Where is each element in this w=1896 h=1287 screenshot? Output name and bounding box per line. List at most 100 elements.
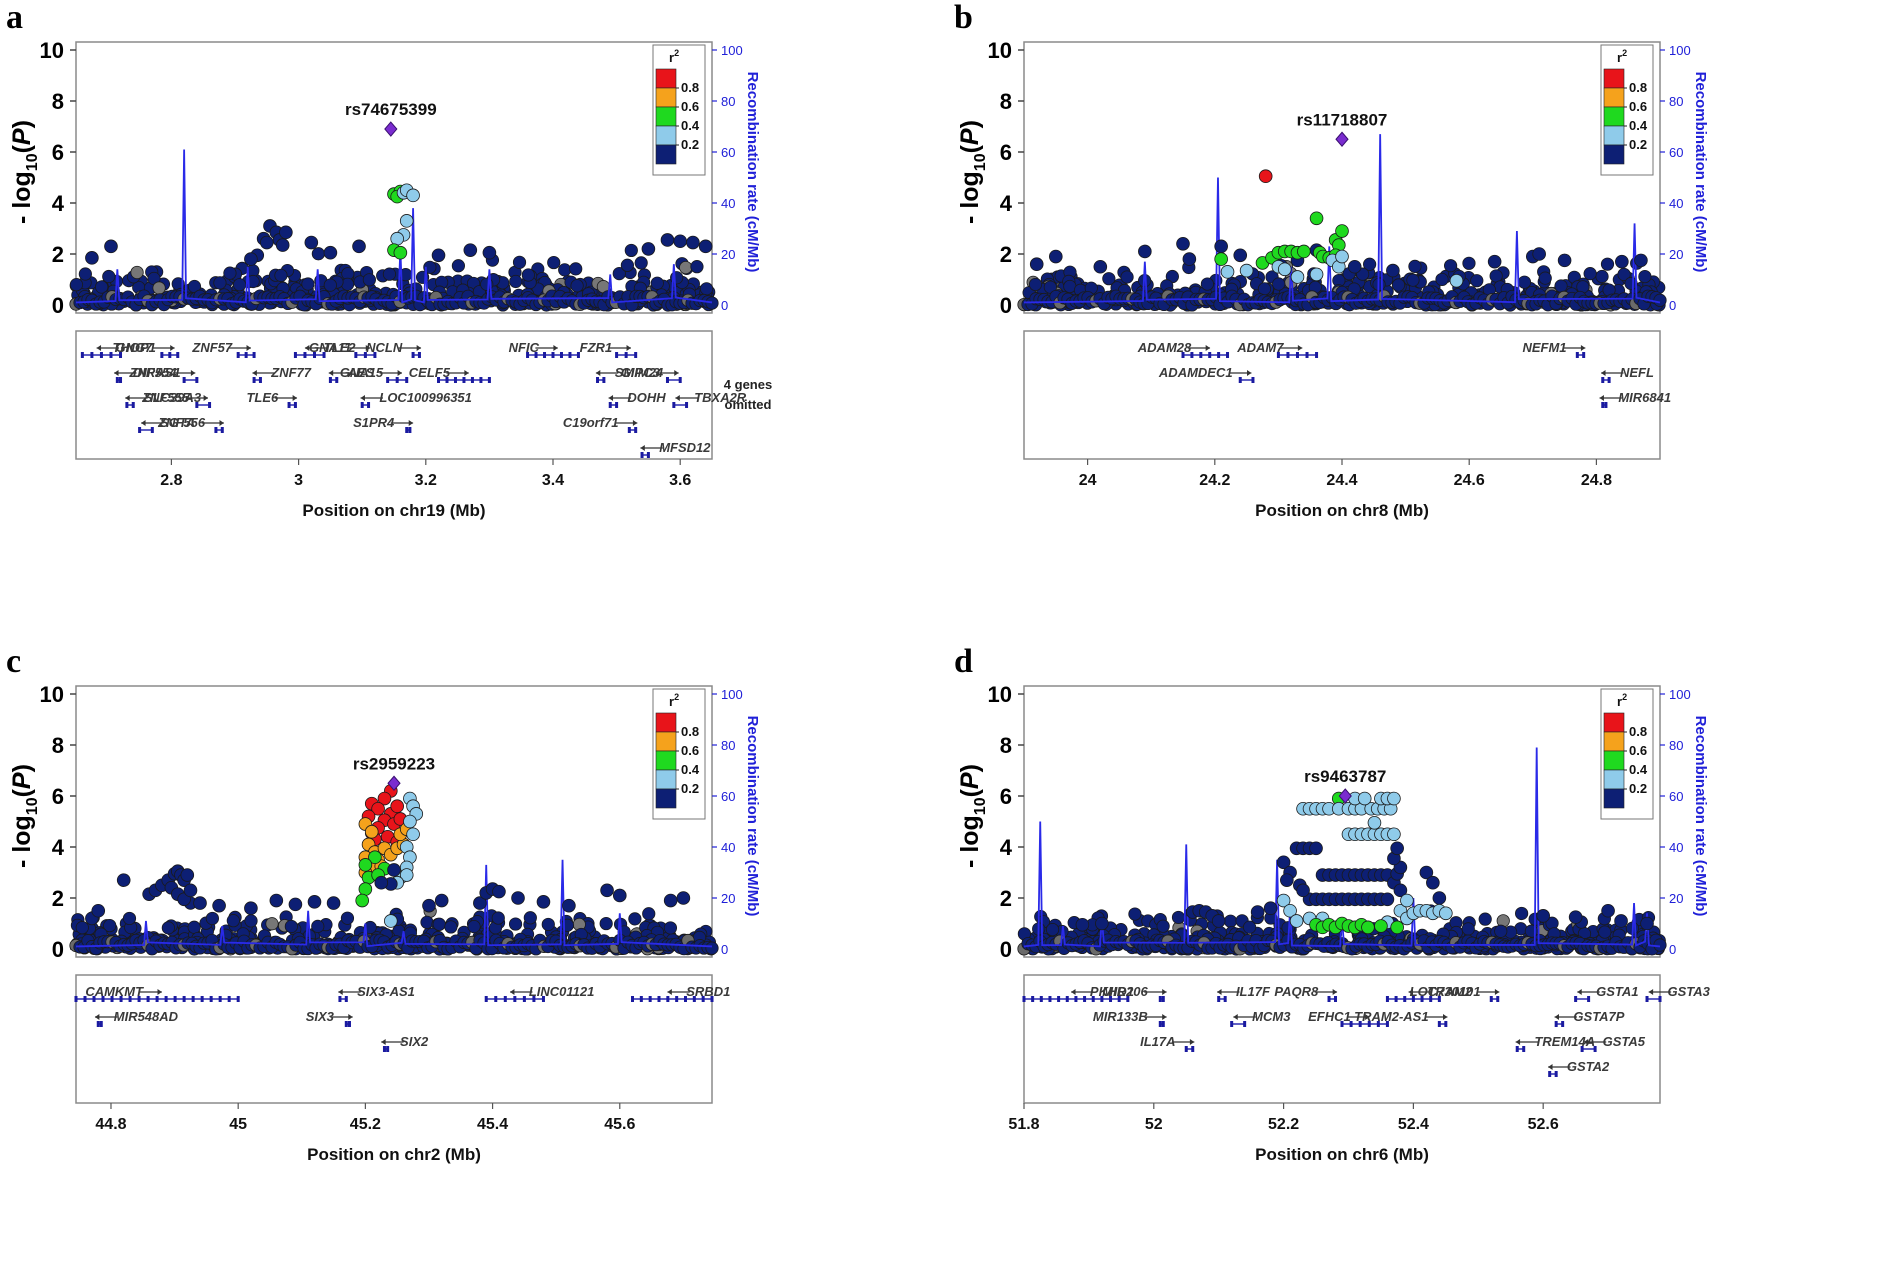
gene-label: SMIM24: [615, 365, 664, 380]
snp-point: [1028, 277, 1043, 292]
gene-adam7: ADAM7: [1236, 340, 1319, 358]
gene-exon: [96, 1021, 100, 1027]
gene-label: GNA11: [309, 340, 351, 355]
snp-point: [244, 901, 258, 916]
gene-six3-as1: SIX3-AS1: [338, 984, 415, 1002]
y2-tick-label: 40: [721, 196, 735, 211]
x-tick-label: 24.8: [1581, 472, 1612, 489]
snp-point: [130, 265, 144, 280]
x-tick-label: 52.4: [1398, 1116, 1429, 1133]
snp-point: [1406, 273, 1420, 287]
snp-point: [85, 251, 99, 265]
snp-point: [676, 891, 691, 905]
gene-mir133b: MIR133B: [1093, 1009, 1167, 1027]
gene-label: ADAM28: [1137, 340, 1192, 355]
snp-point: [600, 883, 614, 898]
gene-exon: [1161, 996, 1165, 1002]
y-axis-label-part: ): [956, 120, 984, 128]
gene-label: CELF5: [409, 365, 451, 380]
gene-mir6841: MIR6841: [1599, 390, 1671, 408]
gene-aes: AES: [328, 365, 375, 383]
y2-tick-label: 100: [721, 687, 743, 702]
snp-point: [1276, 855, 1291, 870]
gene-paqr8: PAQR8: [1274, 984, 1338, 1002]
snp-point: [420, 915, 434, 929]
y-tick-label: 0: [1000, 937, 1012, 962]
snp-point: [612, 267, 626, 281]
gene-gna15: GNA15: [340, 365, 409, 383]
gene-arrow-head: [1515, 1039, 1521, 1045]
snp-point: [509, 274, 523, 289]
gene-arrow-head: [141, 420, 146, 426]
gene-ncln: NCLN: [366, 340, 422, 358]
gene-label: ZNF554: [129, 365, 178, 380]
gene-exon: [1340, 1021, 1344, 1027]
gene-arrow-head: [1648, 989, 1654, 995]
snp-point: [434, 893, 449, 908]
gene-six2: SIX2: [381, 1034, 429, 1052]
snp-point: [463, 243, 478, 257]
gene-exon: [125, 402, 129, 408]
snp-point: [183, 883, 198, 898]
gene-exon: [666, 996, 670, 1002]
gene-arrow-head: [94, 1014, 100, 1020]
legend-title-part: r: [669, 50, 674, 65]
gene-arrow-head: [1599, 395, 1604, 401]
gene-exon: [109, 352, 113, 358]
gene-exon: [1243, 1021, 1247, 1027]
gene-exon: [1554, 1071, 1558, 1077]
y2-axis-label: Recombination rate (cM/Mb): [1692, 716, 1709, 917]
lead-snp-marker: [384, 121, 398, 137]
r2-legend: r20.80.60.40.2: [1600, 44, 1654, 176]
y-tick-label: 6: [1000, 784, 1012, 809]
snp-point: [679, 260, 693, 275]
legend-label: 0.8: [681, 80, 699, 95]
snp-point: [698, 239, 713, 254]
snp-point: [558, 263, 572, 277]
snp-point: [536, 895, 551, 909]
x-tick-label: 52.2: [1268, 1116, 1299, 1133]
legend-swatch: [1603, 125, 1625, 146]
y-axis-label-part: (: [8, 788, 36, 797]
ld-snp-point: [390, 231, 404, 246]
snp-point: [1517, 275, 1532, 289]
gene-label: GSTA7P: [1573, 1009, 1624, 1024]
snp-point: [1200, 277, 1214, 291]
gene-exon: [90, 352, 94, 358]
ld-snp-point: [1387, 791, 1401, 806]
x-tick-label: 24.6: [1454, 472, 1485, 489]
gene-exon: [1048, 996, 1052, 1002]
gene-exon: [1230, 1021, 1234, 1027]
gene-exon: [252, 377, 256, 383]
snp-point: [232, 278, 247, 292]
gene-arrow-head: [1548, 1064, 1553, 1070]
panel-c: c 0 2 4 6 8 10 0 20 40 60 80 100- log10(P) Recombinat…: [0, 644, 948, 1287]
snp-point: [1095, 916, 1109, 931]
gene-exon: [1444, 1021, 1448, 1027]
gene-arrow-head: [416, 345, 422, 351]
gene-exon: [1376, 1021, 1380, 1027]
y-tick-label: 6: [52, 784, 64, 809]
gene-exon: [1184, 1046, 1188, 1052]
y-axis-label-italic: P: [956, 772, 984, 789]
gene-label: MIR548AD: [114, 1009, 179, 1024]
gene-exon: [631, 996, 634, 1002]
legend-swatch: [655, 731, 677, 752]
gene-exon: [1158, 996, 1162, 1002]
gene-exon: [1226, 352, 1230, 358]
ld-snp-point: [1387, 827, 1401, 842]
y-axis-label-italic: P: [8, 772, 36, 789]
gene-exon: [487, 377, 491, 383]
snp-point: [1049, 249, 1063, 264]
snp-point: [1489, 269, 1503, 283]
gene-arrow-head: [674, 370, 679, 376]
gene-exon: [1039, 996, 1043, 1002]
gene-label: ZNF556: [157, 415, 206, 430]
y-tick-label: 4: [52, 191, 65, 216]
gene-exon: [1593, 1046, 1597, 1052]
gene-exon: [417, 352, 421, 358]
snp-point: [1444, 259, 1458, 273]
gene-exon: [1554, 1021, 1558, 1027]
gene-exon: [526, 352, 530, 358]
